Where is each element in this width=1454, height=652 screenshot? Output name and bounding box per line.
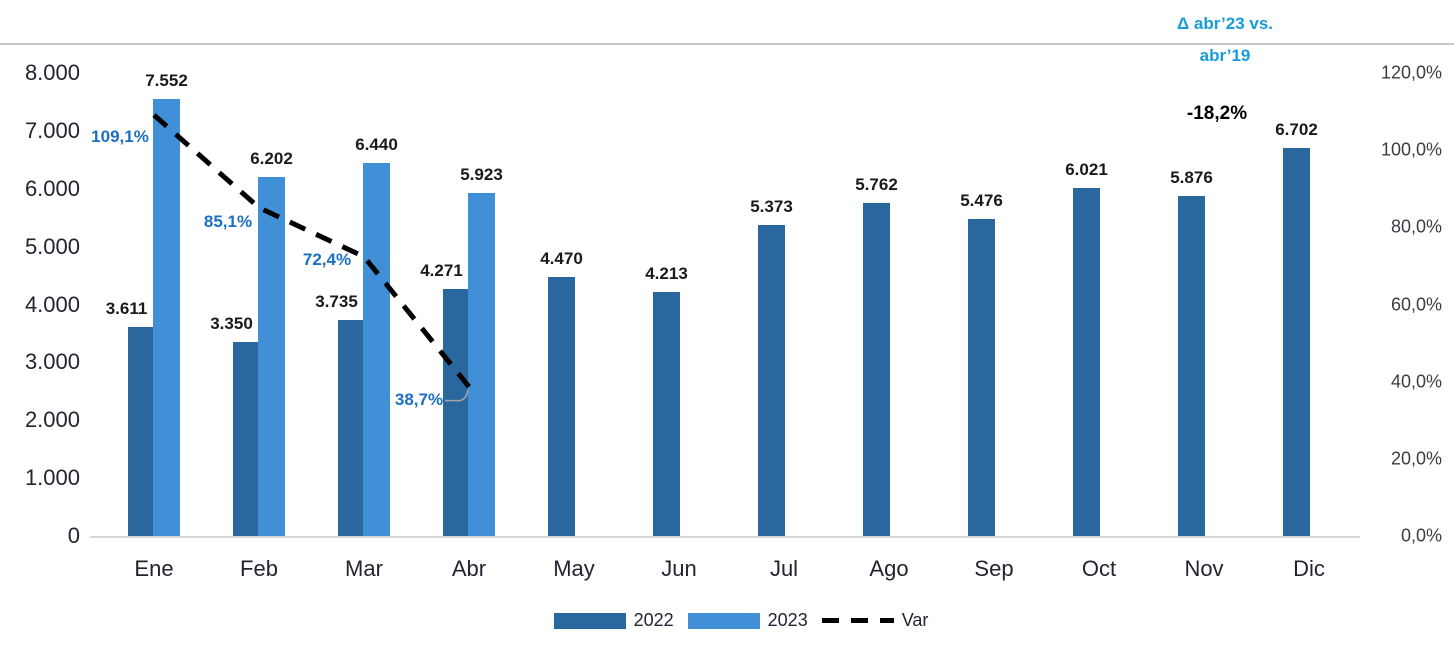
right-axis-tick: 20,0% xyxy=(1390,448,1442,469)
bar-label-2023-Mar: 6.440 xyxy=(355,135,398,155)
legend-item-2023: 2023 xyxy=(687,610,808,631)
bar-2022-Sep xyxy=(968,219,995,536)
bar-label-2022-Ago: 5.762 xyxy=(855,174,898,194)
annotation-title-line2: abr’19 xyxy=(1199,46,1251,65)
left-axis-tick: 2.000 xyxy=(24,407,80,433)
left-axis-tick: 0 xyxy=(67,523,80,548)
bar-label-2023-Abr: 5.923 xyxy=(460,165,503,185)
bar-label-2023-Feb: 6.202 xyxy=(250,149,293,169)
month-label-Abr: Abr xyxy=(451,556,487,581)
bar-label-2022-Dic: 6.702 xyxy=(1275,120,1318,140)
right-axis-tick: 100,0% xyxy=(1380,139,1442,160)
bar-label-2022-Ene: 3.611 xyxy=(105,299,148,318)
bar-label-2022-May: 4.470 xyxy=(540,249,583,269)
bar-2022-Oct xyxy=(1073,187,1100,536)
bar-2022-Ago xyxy=(863,202,890,536)
month-label-Nov: Nov xyxy=(1184,556,1224,581)
left-axis-tick: 6.000 xyxy=(24,175,80,201)
top-divider-line xyxy=(0,43,1454,45)
bar-2023-Ene xyxy=(153,98,180,536)
right-axis-tick: 40,0% xyxy=(1390,371,1442,392)
var-dashed-line xyxy=(152,113,471,389)
var-percent-label-Abr: 38,7% xyxy=(394,389,444,409)
right-axis-tick: 0,0% xyxy=(1400,525,1442,546)
bar-label-2022-Mar: 3.735 xyxy=(315,291,358,311)
bar-2022-Ene xyxy=(128,327,155,536)
var-percent-label-Feb: 85,1% xyxy=(203,211,253,231)
legend-item-Var: Var xyxy=(821,610,929,631)
right-axis-tick: 60,0% xyxy=(1390,294,1442,314)
var-percent-label-Mar: 72,4% xyxy=(302,249,352,269)
bar-2022-Dic xyxy=(1283,148,1310,536)
left-axis-tick: 1.000 xyxy=(24,465,80,491)
var-label-leader-line xyxy=(445,389,469,402)
legend-item-2022: 2022 xyxy=(553,610,674,631)
month-label-Ago: Ago xyxy=(869,556,909,581)
bar-2022-Abr xyxy=(443,288,470,536)
legend: 2022 2023 Var xyxy=(14,610,1454,631)
bar-label-2022-Nov: 5.876 xyxy=(1170,167,1213,187)
month-label-Feb: Feb xyxy=(240,556,278,581)
bar-2022-Jul xyxy=(758,225,785,536)
legend-label-Var: Var xyxy=(901,610,929,630)
month-label-Sep: Sep xyxy=(974,556,1014,581)
bar-2022-Feb xyxy=(233,342,260,536)
bar-2022-Nov xyxy=(1178,195,1205,536)
bar-2023-Feb xyxy=(258,177,285,536)
right-axis-tick: 120,0% xyxy=(1380,62,1442,83)
month-label-Jul: Jul xyxy=(769,556,799,581)
bar-label-2022-Abr: 4.271 xyxy=(420,260,463,280)
bar-2022-May xyxy=(548,277,575,536)
left-axis-tick: 7.000 xyxy=(24,117,80,143)
month-label-May: May xyxy=(553,556,595,581)
right-axis-tick: 80,0% xyxy=(1390,216,1442,237)
left-axis-tick: 8.000 xyxy=(24,60,80,85)
bar-label-2022-Sep: 5.476 xyxy=(960,191,1003,211)
month-label-Ene: Ene xyxy=(134,556,174,581)
left-axis-tick: 3.000 xyxy=(24,349,80,375)
legend-label-2023: 2023 xyxy=(767,610,808,630)
legend-swatch-2022 xyxy=(553,612,626,629)
x-axis-baseline xyxy=(90,536,1360,538)
var-percent-label-Ene: 109,1% xyxy=(91,127,149,147)
bar-2022-Jun xyxy=(653,292,680,536)
legend-label-2022: 2022 xyxy=(633,610,674,630)
annotation-value: -18,2% xyxy=(1186,103,1248,124)
bar-label-2023-Ene: 7.552 xyxy=(145,70,188,90)
annotation-title-line1: Δ abr’23 vs. xyxy=(1176,14,1274,33)
month-label-Oct: Oct xyxy=(1081,556,1117,581)
legend-swatch-2023 xyxy=(687,612,760,629)
bar-label-2022-Feb: 3.350 xyxy=(210,314,253,334)
bar-2023-Abr xyxy=(468,193,495,536)
month-label-Mar: Mar xyxy=(345,556,383,581)
bar-label-2022-Jul: 5.373 xyxy=(750,197,793,217)
bar-2022-Mar xyxy=(338,319,365,536)
left-axis-tick: 4.000 xyxy=(24,291,80,317)
bar-label-2022-Oct: 6.021 xyxy=(1065,159,1108,179)
bar-2023-Mar xyxy=(363,163,390,536)
left-axis-tick: 5.000 xyxy=(24,233,80,259)
bar-label-2022-Jun: 4.213 xyxy=(645,264,688,284)
month-label-Dic: Dic xyxy=(1293,556,1325,581)
legend-dash-sample xyxy=(821,618,894,623)
month-label-Jun: Jun xyxy=(661,556,697,581)
